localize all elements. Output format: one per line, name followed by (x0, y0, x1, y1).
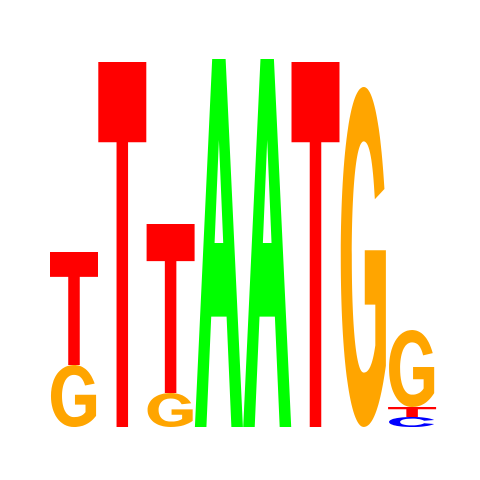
logo-column-1 (50, 252, 98, 427)
letter-A-pos-5 (243, 59, 292, 427)
letter-T-pos-1 (50, 252, 98, 365)
letter-A-pos-4 (194, 59, 243, 427)
logo-column-2 (98, 62, 147, 427)
letter-T-pos-2 (98, 62, 147, 427)
logo-column-5 (243, 59, 292, 427)
logo-column-7 (340, 87, 386, 427)
logo-column-8 (388, 330, 437, 427)
letter-G-pos-1 (50, 365, 97, 427)
letter-G-pos-7 (340, 87, 386, 427)
letter-T-pos-3 (146, 224, 195, 393)
logo-column-4 (194, 59, 243, 427)
letter-C-pos-8 (389, 417, 435, 427)
logo-column-3 (146, 224, 195, 427)
letter-G-pos-8 (389, 330, 435, 407)
letter-T-pos-6 (291, 62, 340, 427)
letter-T-pos-8 (388, 407, 437, 417)
logo-column-6 (291, 62, 340, 427)
letter-G-pos-3 (147, 393, 193, 427)
